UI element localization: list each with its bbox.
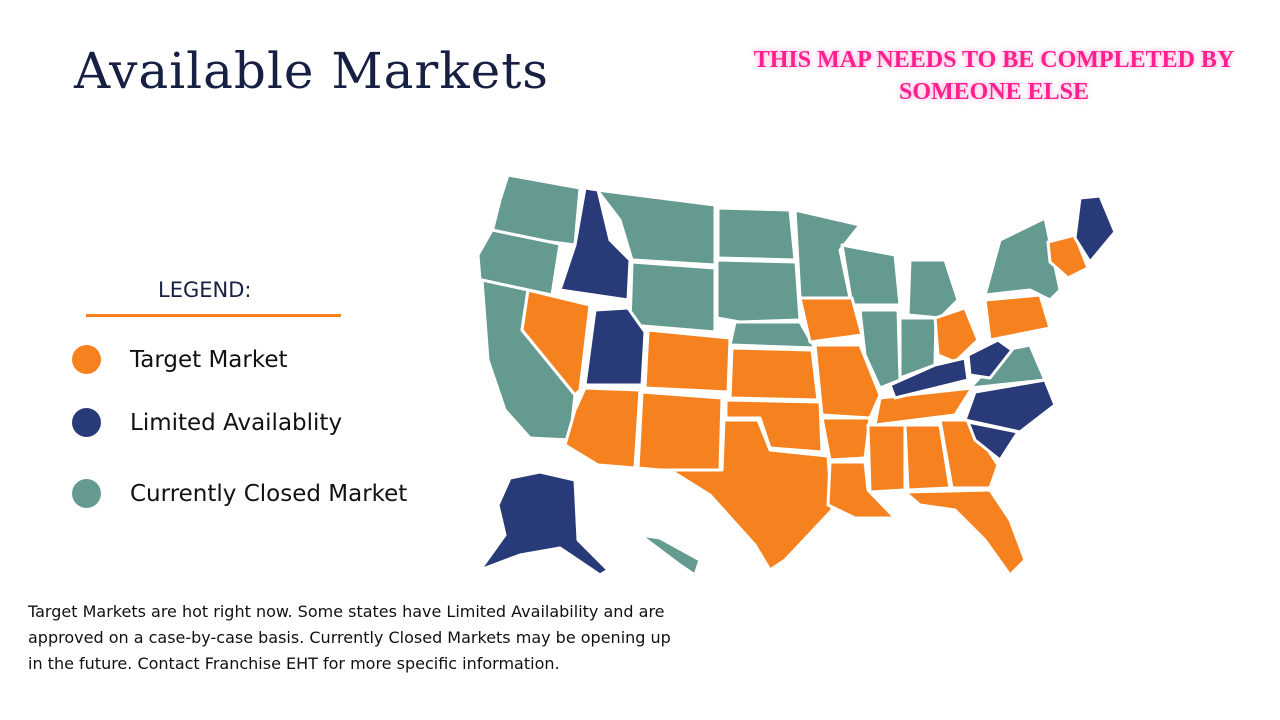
state [983,293,1052,342]
us-map [476,173,1117,577]
state [840,243,902,307]
state [668,418,834,572]
state [636,390,724,472]
title: Available Markets [74,42,549,100]
state [1046,233,1090,280]
legend-item: Limited Availablity [72,408,342,437]
state [728,346,820,402]
state [966,420,1020,462]
legend-title: LEGEND: [158,278,252,302]
state [813,343,882,420]
state [906,258,960,320]
state [826,460,897,520]
state [1073,194,1117,264]
notice: THIS MAP NEEDS TO BE COMPLETED BY SOMEON… [753,47,1235,105]
legend-item: Currently Closed Market [72,479,407,508]
legend-swatch [72,408,101,437]
state [728,320,817,350]
state [643,328,732,394]
state [888,356,970,400]
state [583,306,647,387]
legend-swatch [72,345,101,374]
state [983,216,1062,302]
state [793,208,862,300]
states [476,173,1117,577]
legend-label: Currently Closed Market [130,480,408,507]
state [933,306,980,364]
state [558,186,632,302]
legend-label: Limited Availablity [130,409,343,436]
state [715,258,802,324]
state [628,260,717,334]
state [966,338,1014,380]
state [563,386,642,470]
state [478,470,610,577]
state [903,488,1027,577]
legend-rule [86,314,341,317]
state [903,423,952,492]
state [798,296,864,344]
state [820,416,872,462]
state [938,418,1000,490]
state [638,533,702,577]
legend-swatch [72,479,101,508]
state [963,378,1057,434]
state [866,423,907,494]
legend-item: Target Market [72,345,288,374]
state [716,206,797,262]
legend-label: Target Market [130,346,288,373]
footnote: Target Markets are hot right now. Some s… [28,602,671,673]
state [595,188,717,267]
state [520,288,592,397]
